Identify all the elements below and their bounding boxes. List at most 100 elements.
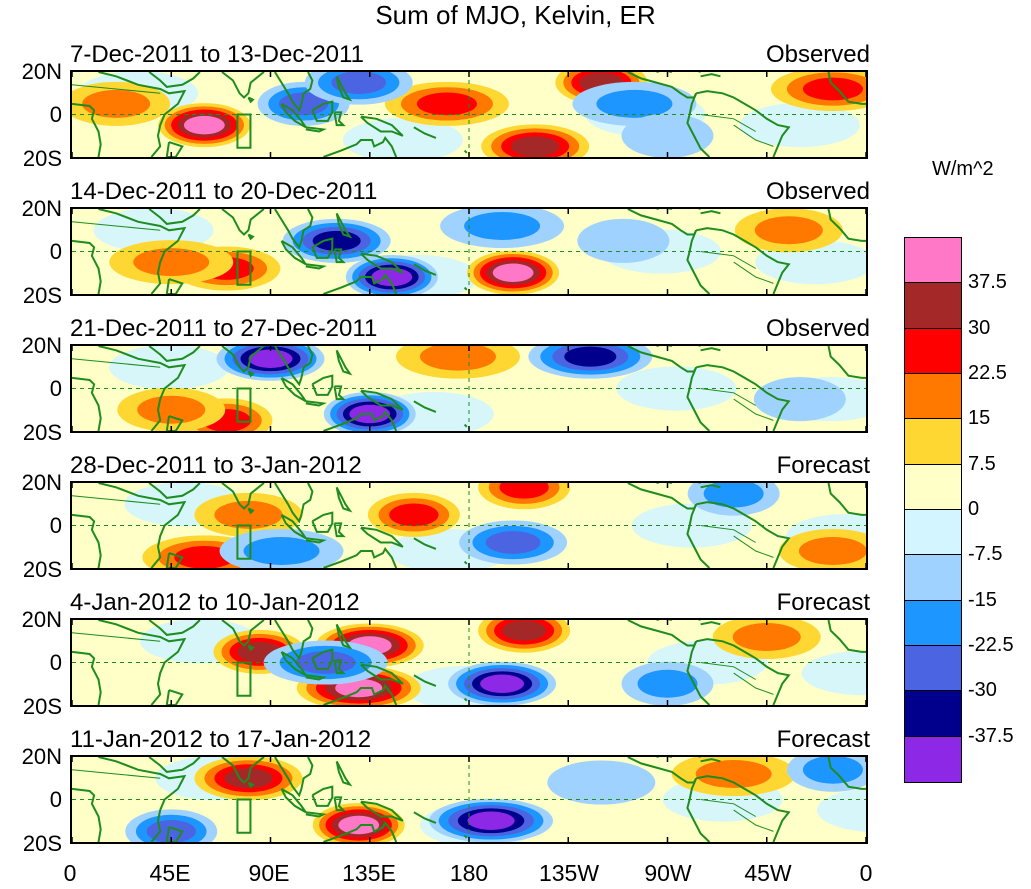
y-tick-0: 0 [49,513,62,538]
coastline [72,513,102,568]
target-region-box [236,113,252,149]
anomaly-contour [389,503,439,527]
coastline [274,483,314,524]
panel-3-type: Observed [765,315,870,342]
map-panel-6-plot [72,757,866,842]
coastline [221,757,265,784]
coastline [165,278,184,294]
country-border [72,84,161,94]
coastline [165,826,184,842]
panel-1-type: Observed [765,41,870,68]
target-region-box [236,661,252,697]
coastline [686,640,711,705]
country-border [733,672,774,695]
anomaly-feature [478,483,571,510]
anomaly-feature [367,492,460,537]
country-border [700,799,756,817]
coastline [360,389,404,411]
country-border [733,261,774,284]
coastline [221,346,265,373]
coastline [247,507,255,515]
coastline [335,760,353,787]
coastline [413,400,437,413]
coastline [305,674,327,681]
colorbar-swatch [905,419,961,465]
coastline [247,233,255,241]
x-tick-135e: 135E [342,860,396,886]
anomaly-feature [395,346,520,379]
colorbar-label: 22.5 [968,362,1007,384]
anomaly-contour [732,623,801,651]
coastline [98,757,187,842]
x-tick-0: 0 [63,860,77,886]
coastline [280,377,307,403]
coastline [311,648,334,670]
anomaly-contour [137,395,206,424]
anomaly-contour [248,349,293,368]
anomaly-contour [243,537,320,565]
y-tick-20n: 20N [21,744,62,769]
x-tick-90e: 90E [248,860,290,886]
y-tick-0: 0 [49,102,62,127]
coastline [165,415,184,431]
coastline [148,620,201,636]
country-border [72,495,161,505]
coastline [463,149,468,154]
coastline [305,400,327,407]
y-tick-20s: 20S [22,283,62,308]
panel-2-dates: 14-Dec-2011 to 20-Dec-2011 [70,178,378,205]
anomaly-contour [511,136,560,157]
coastline [221,483,265,510]
anomaly-contour [335,678,383,698]
anomaly-contour [174,546,235,568]
y-tick-0: 0 [49,650,62,675]
coastline [311,785,334,807]
anomaly-feature [440,209,565,248]
colorbar-label: -15 [968,588,997,611]
coastline [311,374,334,396]
anomaly-contour [798,537,866,565]
target-region-box [236,798,252,834]
coastline [700,621,721,626]
map-panel-6 [70,755,868,844]
coastline [335,349,353,376]
anomaly-contour [547,760,656,805]
colorbar-swatch [905,691,961,737]
anomaly-contour [753,377,846,422]
coastline [627,346,698,373]
anomaly-contour [802,77,863,101]
coastline [323,136,398,157]
coastline [463,286,468,291]
panel-6-dates: 11-Jan-2012 to 17-Jan-2012 [70,726,372,753]
coastline [148,483,201,499]
anomaly-contour [703,483,764,508]
colorbar-units: W/m^2 [932,158,994,180]
y-tick-20n: 20N [21,59,62,84]
colorbar-swatch [905,600,961,646]
anomaly-feature [459,520,568,565]
anomaly-feature [478,620,571,653]
coastline [700,484,721,489]
coastline [221,209,265,236]
coastline [280,788,307,814]
anomaly-wash [342,118,463,157]
colorbar-swatch [905,283,961,329]
colorbar-swatch [905,374,961,420]
coastline [827,346,866,379]
coastline [280,651,307,677]
coastline [221,72,265,99]
anomaly-feature [577,218,670,263]
coastline [98,72,187,157]
anomaly-contour [312,230,361,251]
anomaly-feature [448,661,557,705]
coastline [627,757,698,784]
country-border [733,809,774,832]
anomaly-contour [480,674,525,693]
panel-1-dates: 7-Dec-2011 to 13-Dec-2011 [70,41,364,68]
colorbar-label: -7.5 [968,543,1003,566]
coastline [274,72,314,113]
coastline [333,385,346,401]
colorbar-label: 0 [968,498,980,520]
coastline [98,483,187,568]
colorbar-label: -22.5 [968,634,1014,656]
